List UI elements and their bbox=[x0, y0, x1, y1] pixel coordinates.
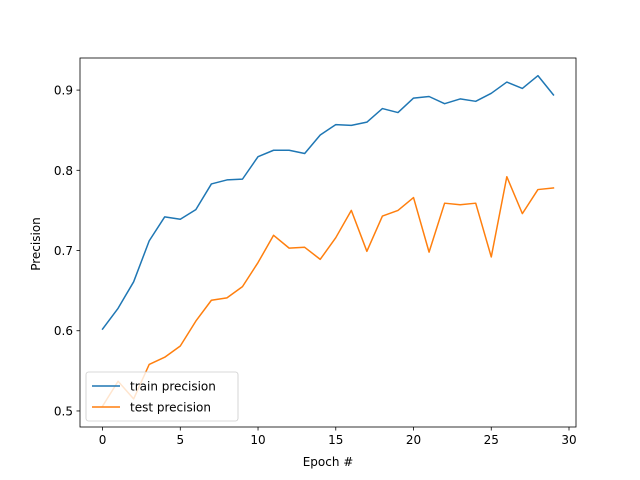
x-tick-label: 25 bbox=[484, 433, 499, 447]
x-tick-label: 5 bbox=[176, 433, 184, 447]
series-lines bbox=[101, 74, 555, 408]
y-axis-label: Precision bbox=[29, 217, 43, 271]
axes: 0 5 10 15 20 25 30 0.5 0.6 0.7 0.8 0.9 bbox=[54, 57, 577, 447]
legend: train precision test precision bbox=[85, 371, 239, 422]
y-tick-label: 0.9 bbox=[54, 84, 73, 98]
x-tick-label: 30 bbox=[561, 433, 576, 447]
legend-box bbox=[85, 371, 239, 422]
series-line-2 bbox=[101, 175, 555, 408]
x-tick-label: 20 bbox=[406, 433, 421, 447]
x-tick-label: 0 bbox=[99, 433, 107, 447]
x-axis-label: Epoch # bbox=[303, 455, 354, 469]
x-tick-label: 10 bbox=[250, 433, 265, 447]
y-tick-label: 0.5 bbox=[54, 404, 73, 418]
y-tick-label: 0.6 bbox=[54, 324, 73, 338]
y-tick-label: 0.8 bbox=[54, 164, 73, 178]
y-tick-label: 0.7 bbox=[54, 244, 73, 258]
axes-frame bbox=[79, 57, 577, 428]
legend-label-2: test precision bbox=[130, 401, 211, 415]
legend-label-1: train precision bbox=[130, 380, 216, 394]
series-line-1 bbox=[101, 74, 555, 331]
x-tick-label: 15 bbox=[328, 433, 343, 447]
